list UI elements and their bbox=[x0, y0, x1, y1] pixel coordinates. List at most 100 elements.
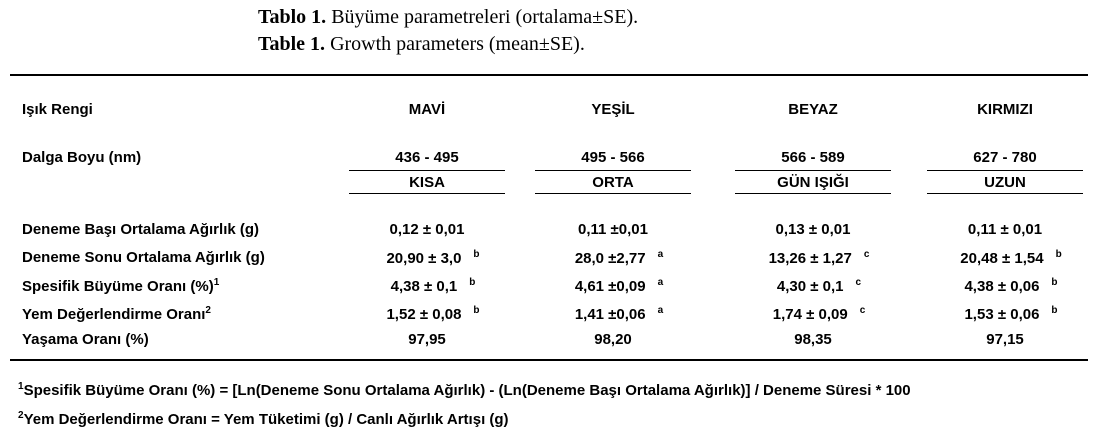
cell-value: 20,90 ± 3,0 bbox=[386, 250, 462, 267]
cell-value: 97,15 bbox=[986, 331, 1024, 348]
cell-value: 98,35 bbox=[794, 331, 832, 348]
caption-en: Table 1. Growth parameters (mean±SE). bbox=[258, 33, 585, 56]
row-label-text: Deneme Sonu Ortalama Ağırlık (g) bbox=[22, 249, 265, 266]
cell: 0,13 ± 0,01 bbox=[776, 221, 851, 238]
cell: 1,41 ±0,06 a bbox=[575, 305, 663, 323]
row-label: Deneme Sonu Ortalama Ağırlık (g) bbox=[22, 249, 265, 266]
cell-value: 4,30 ± 0,1 bbox=[776, 278, 844, 295]
wavelength-band: GÜN IŞIĞI bbox=[777, 174, 849, 191]
cell-value: 13,26 ± 1,27 bbox=[768, 250, 852, 267]
cell-value: 1,74 ± 0,09 bbox=[772, 306, 848, 323]
significance: b bbox=[1051, 305, 1058, 316]
cell-value: 4,38 ± 0,06 bbox=[964, 278, 1040, 295]
wavelength-band: ORTA bbox=[592, 174, 634, 191]
column-header: BEYAZ bbox=[788, 101, 838, 118]
cell: 0,11 ±0,01 bbox=[578, 221, 648, 238]
cell: 0,11 ± 0,01 bbox=[968, 221, 1042, 238]
cell-value: 4,38 ± 0,1 bbox=[390, 278, 458, 295]
rule bbox=[10, 359, 1088, 361]
cell: 98,35 bbox=[794, 331, 832, 348]
cell: 97,15 bbox=[986, 331, 1024, 348]
rule bbox=[927, 193, 1083, 194]
caption-tr: Tablo 1. Büyüme parametreleri (ortalama±… bbox=[258, 6, 638, 29]
significance: b bbox=[473, 249, 480, 260]
cell: 13,26 ± 1,27 c bbox=[769, 249, 870, 267]
significance: b bbox=[469, 277, 476, 288]
wavelength-range: 495 - 566 bbox=[581, 149, 645, 166]
caption-text: Growth parameters (mean±SE). bbox=[330, 33, 585, 55]
caption-label: Table 1. bbox=[258, 33, 326, 55]
footnote-mark: 1 bbox=[18, 381, 24, 392]
footnote-ref: 2 bbox=[205, 305, 211, 316]
column-header: KIRMIZI bbox=[977, 101, 1033, 118]
cell-value: 28,0 ±2,77 bbox=[574, 250, 646, 267]
cell: 4,38 ± 0,1 b bbox=[391, 277, 476, 295]
footnote: 2Yem Değerlendirme Oranı = Yem Tüketimi … bbox=[18, 410, 509, 428]
cell-value: 4,61 ±0,09 bbox=[574, 278, 646, 295]
cell: 4,30 ± 0,1 c bbox=[777, 277, 861, 295]
cell: 98,20 bbox=[594, 331, 632, 348]
row-header: Işık Rengi bbox=[22, 101, 93, 118]
cell-value: 20,48 ± 1,54 bbox=[960, 250, 1044, 267]
footnote-mark: 2 bbox=[18, 410, 24, 421]
significance: c bbox=[855, 277, 862, 288]
cell: 20,48 ± 1,54 b bbox=[960, 249, 1061, 267]
footnote-text: Yem Değerlendirme Oranı = Yem Tüketimi (… bbox=[23, 411, 509, 428]
cell: 28,0 ±2,77 a bbox=[575, 249, 663, 267]
rule bbox=[735, 193, 891, 194]
cell: 4,38 ± 0,06 b bbox=[964, 277, 1057, 295]
cell-value: 1,41 ±0,06 bbox=[574, 306, 646, 323]
significance: c bbox=[859, 305, 866, 316]
cell: 1,53 ± 0,06 b bbox=[964, 305, 1057, 323]
wavelength-band: KISA bbox=[409, 174, 445, 191]
significance: a bbox=[657, 249, 664, 260]
row-label: Yaşama Oranı (%) bbox=[22, 331, 149, 348]
row-label-text: Spesifik Büyüme Oranı (%) bbox=[22, 278, 214, 295]
rule bbox=[535, 193, 691, 194]
cell: 0,12 ± 0,01 bbox=[390, 221, 465, 238]
cell: 20,90 ± 3,0 b bbox=[386, 249, 479, 267]
rule bbox=[349, 170, 505, 171]
wavelength-range: 436 - 495 bbox=[395, 149, 459, 166]
cell: 1,74 ± 0,09 c bbox=[773, 305, 866, 323]
significance: a bbox=[657, 305, 664, 316]
cell-value: 0,11 ±0,01 bbox=[578, 221, 648, 238]
significance: c bbox=[863, 249, 870, 260]
rule bbox=[927, 170, 1083, 171]
row-label-text: Yaşama Oranı (%) bbox=[22, 331, 149, 348]
rule bbox=[535, 170, 691, 171]
significance: a bbox=[657, 277, 664, 288]
caption-text: Büyüme parametreleri (ortalama±SE). bbox=[331, 6, 639, 28]
cell: 1,52 ± 0,08 b bbox=[386, 305, 479, 323]
footnote: 1Spesifik Büyüme Oranı (%) = [Ln(Deneme … bbox=[18, 381, 911, 399]
row-label: Dalga Boyu (nm) bbox=[22, 149, 142, 166]
wavelength-range: 627 - 780 bbox=[973, 149, 1037, 166]
rule bbox=[349, 193, 505, 194]
cell-value: 0,12 ± 0,01 bbox=[389, 221, 465, 238]
row-label-text: Yem Değerlendirme Oranı bbox=[22, 306, 206, 323]
rule bbox=[735, 170, 891, 171]
cell: 97,95 bbox=[408, 331, 446, 348]
wavelength-band: UZUN bbox=[984, 174, 1026, 191]
significance: b bbox=[473, 305, 480, 316]
significance: b bbox=[1055, 249, 1062, 260]
caption-label: Tablo 1. bbox=[258, 6, 327, 28]
row-label: Spesifik Büyüme Oranı (%)1 bbox=[22, 277, 219, 295]
wavelength-range: 566 - 589 bbox=[781, 149, 845, 166]
cell-value: 0,11 ± 0,01 bbox=[967, 221, 1043, 238]
column-header: YEŞİL bbox=[591, 101, 635, 118]
footnote-text: Spesifik Büyüme Oranı (%) = [Ln(Deneme S… bbox=[23, 382, 911, 399]
rule bbox=[10, 74, 1088, 76]
row-label: Deneme Başı Ortalama Ağırlık (g) bbox=[22, 221, 259, 238]
cell-value: 0,13 ± 0,01 bbox=[775, 221, 851, 238]
cell: 4,61 ±0,09 a bbox=[575, 277, 663, 295]
cell-value: 98,20 bbox=[594, 331, 632, 348]
significance: b bbox=[1051, 277, 1058, 288]
row-label-text: Deneme Başı Ortalama Ağırlık (g) bbox=[22, 221, 260, 238]
cell-value: 1,53 ± 0,06 bbox=[964, 306, 1040, 323]
cell-value: 97,95 bbox=[408, 331, 446, 348]
footnote-ref: 1 bbox=[213, 277, 220, 288]
row-label: Yem Değerlendirme Oranı2 bbox=[22, 305, 211, 323]
column-header: MAVİ bbox=[408, 101, 446, 118]
